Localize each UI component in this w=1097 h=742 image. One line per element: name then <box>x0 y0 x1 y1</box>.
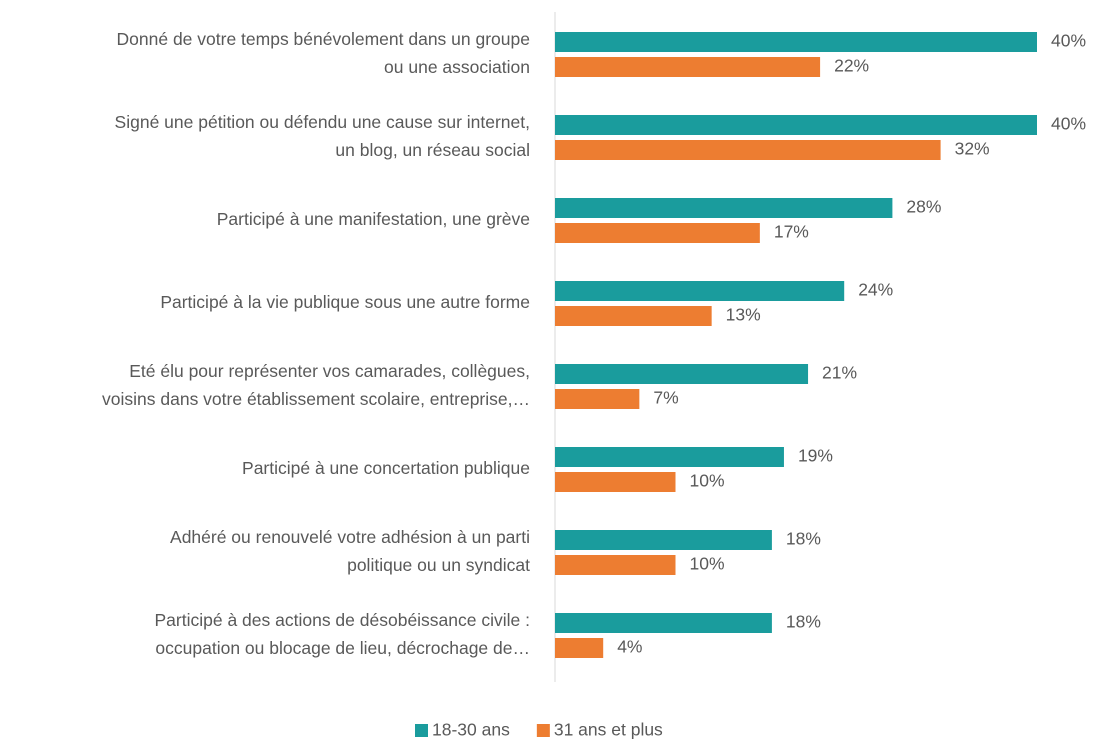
category-label: un blog, un réseau social <box>335 140 530 160</box>
category-label: Signé une pétition ou défendu une cause … <box>115 112 530 132</box>
category-label: occupation ou blocage de lieu, décrochag… <box>155 638 530 658</box>
category-label: Donné de votre temps bénévolement dans u… <box>117 29 530 49</box>
bar <box>555 306 712 326</box>
value-label: 18% <box>786 612 821 632</box>
category-label: Participé à une concertation publique <box>242 458 530 478</box>
bar <box>555 281 845 301</box>
value-label: 22% <box>834 56 869 76</box>
bar <box>555 447 784 467</box>
value-label: 40% <box>1051 31 1086 51</box>
category-label: Participé à une manifestation, une grève <box>217 209 530 229</box>
bar <box>555 555 676 575</box>
bar <box>555 389 640 409</box>
bar <box>555 530 772 550</box>
category-label: Participé à la vie publique sous une aut… <box>160 292 530 312</box>
value-label: 40% <box>1051 114 1086 134</box>
bar <box>555 223 760 243</box>
bar <box>555 638 604 658</box>
value-label: 10% <box>690 471 725 491</box>
bar <box>555 57 821 77</box>
category-label: politique ou un syndicat <box>347 555 530 575</box>
category-label: Participé à des actions de désobéissance… <box>155 610 531 630</box>
bar <box>555 32 1037 52</box>
value-label: 19% <box>798 446 833 466</box>
bar <box>555 364 809 384</box>
value-label: 18% <box>786 529 821 549</box>
value-label: 7% <box>653 388 678 408</box>
bar <box>555 198 893 218</box>
bar <box>555 115 1037 135</box>
value-label: 10% <box>690 554 725 574</box>
legend-label: 18-30 ans <box>432 720 510 740</box>
bar <box>555 140 941 160</box>
bar <box>555 472 676 492</box>
value-label: 32% <box>955 139 990 159</box>
value-label: 17% <box>774 222 809 242</box>
category-label: Adhéré ou renouvelé votre adhésion à un … <box>170 527 530 547</box>
legend-swatch <box>415 724 428 737</box>
category-label: Eté élu pour représenter vos camarades, … <box>129 361 530 381</box>
value-label: 24% <box>858 280 893 300</box>
legend-swatch <box>536 724 550 737</box>
bar <box>555 613 772 633</box>
legend-label: 31 ans et plus <box>554 720 663 740</box>
value-label: 13% <box>726 305 761 325</box>
category-label: ou une association <box>384 57 530 77</box>
value-label: 21% <box>822 363 857 383</box>
category-label: voisins dans votre établissement scolair… <box>102 389 530 409</box>
value-label: 4% <box>617 637 642 657</box>
value-label: 28% <box>906 197 941 217</box>
